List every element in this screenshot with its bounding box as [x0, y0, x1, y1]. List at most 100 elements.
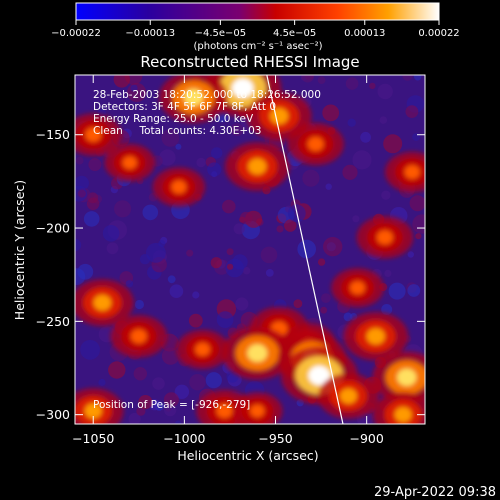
- texture-cell: [317, 258, 326, 266]
- chart-title: Reconstructed RHESSI Image: [140, 53, 359, 71]
- colorbar-tick-label: 0.00013: [344, 28, 385, 39]
- texture-cell: [381, 190, 391, 200]
- texture-cell: [230, 123, 244, 136]
- texture-cell: [405, 105, 419, 118]
- texture-cell: [192, 291, 200, 299]
- texture-cell: [325, 183, 332, 190]
- texture-cell: [379, 116, 388, 124]
- texture-cell: [407, 251, 414, 258]
- texture-cell: [80, 339, 100, 360]
- texture-cell: [377, 83, 393, 100]
- x-tick-label: −950: [258, 431, 292, 446]
- texture-cell: [113, 75, 130, 88]
- texture-cell: [409, 195, 425, 212]
- plot-area: [75, 75, 425, 424]
- texture-cell: [216, 311, 234, 328]
- colorbar-tick-label: −0.00013: [125, 28, 175, 39]
- hotspot-core: [85, 127, 102, 142]
- hotspot-core: [216, 403, 233, 418]
- texture-cell: [186, 249, 194, 257]
- colorbar-tick-label: 4.5e−05: [273, 28, 316, 39]
- texture-cell: [163, 392, 179, 408]
- texture-cell: [161, 129, 180, 147]
- x-tick-label: −900: [349, 431, 383, 446]
- hotspot-core: [308, 365, 331, 386]
- texture-cell: [233, 223, 245, 235]
- texture-cell: [164, 404, 177, 417]
- texture-cell: [102, 225, 120, 242]
- hotspot-core: [122, 156, 137, 170]
- hotspot-core: [171, 180, 187, 194]
- y-tick-label: −300: [36, 407, 70, 422]
- texture-cell: [75, 156, 84, 165]
- colorbar-tick-label: 0.00022: [418, 28, 459, 39]
- texture-cell: [360, 131, 371, 143]
- hotspot-core: [339, 388, 357, 404]
- texture-cell: [175, 143, 182, 150]
- hotspot-core: [248, 158, 267, 175]
- texture-cell: [77, 189, 86, 198]
- texture-cell: [415, 233, 422, 240]
- texture-cell: [352, 215, 360, 223]
- peak-position-label: Position of Peak = [-926,-279]: [93, 399, 250, 411]
- texture-cell: [210, 257, 222, 269]
- hotspot-core: [350, 281, 365, 295]
- texture-cell: [414, 75, 422, 81]
- texture-cell: [369, 82, 376, 90]
- texture-cell: [75, 238, 82, 252]
- hotspot-core: [195, 342, 210, 356]
- colorbar-unit-label: (photons cm⁻² s⁻¹ asec⁻²): [193, 41, 322, 52]
- texture-cell: [169, 284, 184, 299]
- hotspot-core: [247, 344, 268, 362]
- texture-cell: [381, 304, 393, 315]
- texture-cell: [138, 395, 153, 410]
- texture-cell: [142, 204, 159, 221]
- texture-cell: [134, 299, 144, 310]
- plot-frame: [74, 74, 426, 425]
- texture-cell: [188, 313, 203, 328]
- y-axis-label: Heliocentric Y (arcsec): [12, 180, 27, 320]
- hotspot-core: [307, 136, 324, 152]
- colorbar-tick-label: −4.5e−05: [195, 28, 247, 39]
- texture-cell: [159, 149, 176, 166]
- texture-cell: [133, 367, 147, 381]
- texture-cell: [174, 384, 190, 399]
- texture-cell: [205, 372, 222, 389]
- texture-cell: [83, 211, 100, 227]
- annotation-line: Detectors: 3F 4F 5F 6F 7F 8F, Att 0: [93, 101, 276, 113]
- y-tick-label: −200: [36, 221, 70, 236]
- texture-cell: [222, 199, 236, 214]
- texture-cell: [125, 280, 134, 288]
- texture-cell: [211, 147, 223, 159]
- texture-cell: [343, 312, 353, 322]
- texture-cell: [284, 219, 297, 232]
- texture-cell: [239, 211, 253, 225]
- texture-cell: [196, 157, 206, 168]
- texture-cell: [320, 306, 328, 314]
- texture-cell: [407, 284, 421, 297]
- annotation-line: 28-Feb-2003 18:20:52.000 to 18:26:52.000: [93, 89, 321, 101]
- solar-limb-line: [266, 75, 344, 424]
- texture-cell: [317, 76, 326, 84]
- hotspot-core: [231, 78, 254, 98]
- annotation-line: Energy Range: 25.0 - 50.0 keV: [93, 113, 254, 125]
- x-tick-label: −1000: [163, 431, 205, 446]
- texture-cell: [322, 104, 340, 122]
- texture-cell: [108, 361, 126, 379]
- hotspot-core: [404, 165, 420, 179]
- texture-cell: [235, 297, 249, 311]
- hotspot-core: [130, 329, 147, 344]
- hotspot-core: [397, 368, 417, 386]
- hotspot-core: [394, 407, 412, 423]
- texture-cell: [226, 248, 234, 256]
- texture-cell: [98, 378, 106, 387]
- texture-cell: [352, 150, 372, 170]
- y-tick-label: −250: [36, 314, 70, 329]
- texture-cell: [242, 266, 251, 275]
- colorbar-ticks: −0.00022 −0.00013 −4.5e−05 4.5e−05 0.00013 0.…: [51, 20, 460, 39]
- texture-cell: [189, 374, 206, 391]
- y-tick-label: −150: [36, 127, 70, 142]
- texture-cell: [384, 269, 392, 277]
- texture-cell: [347, 118, 356, 127]
